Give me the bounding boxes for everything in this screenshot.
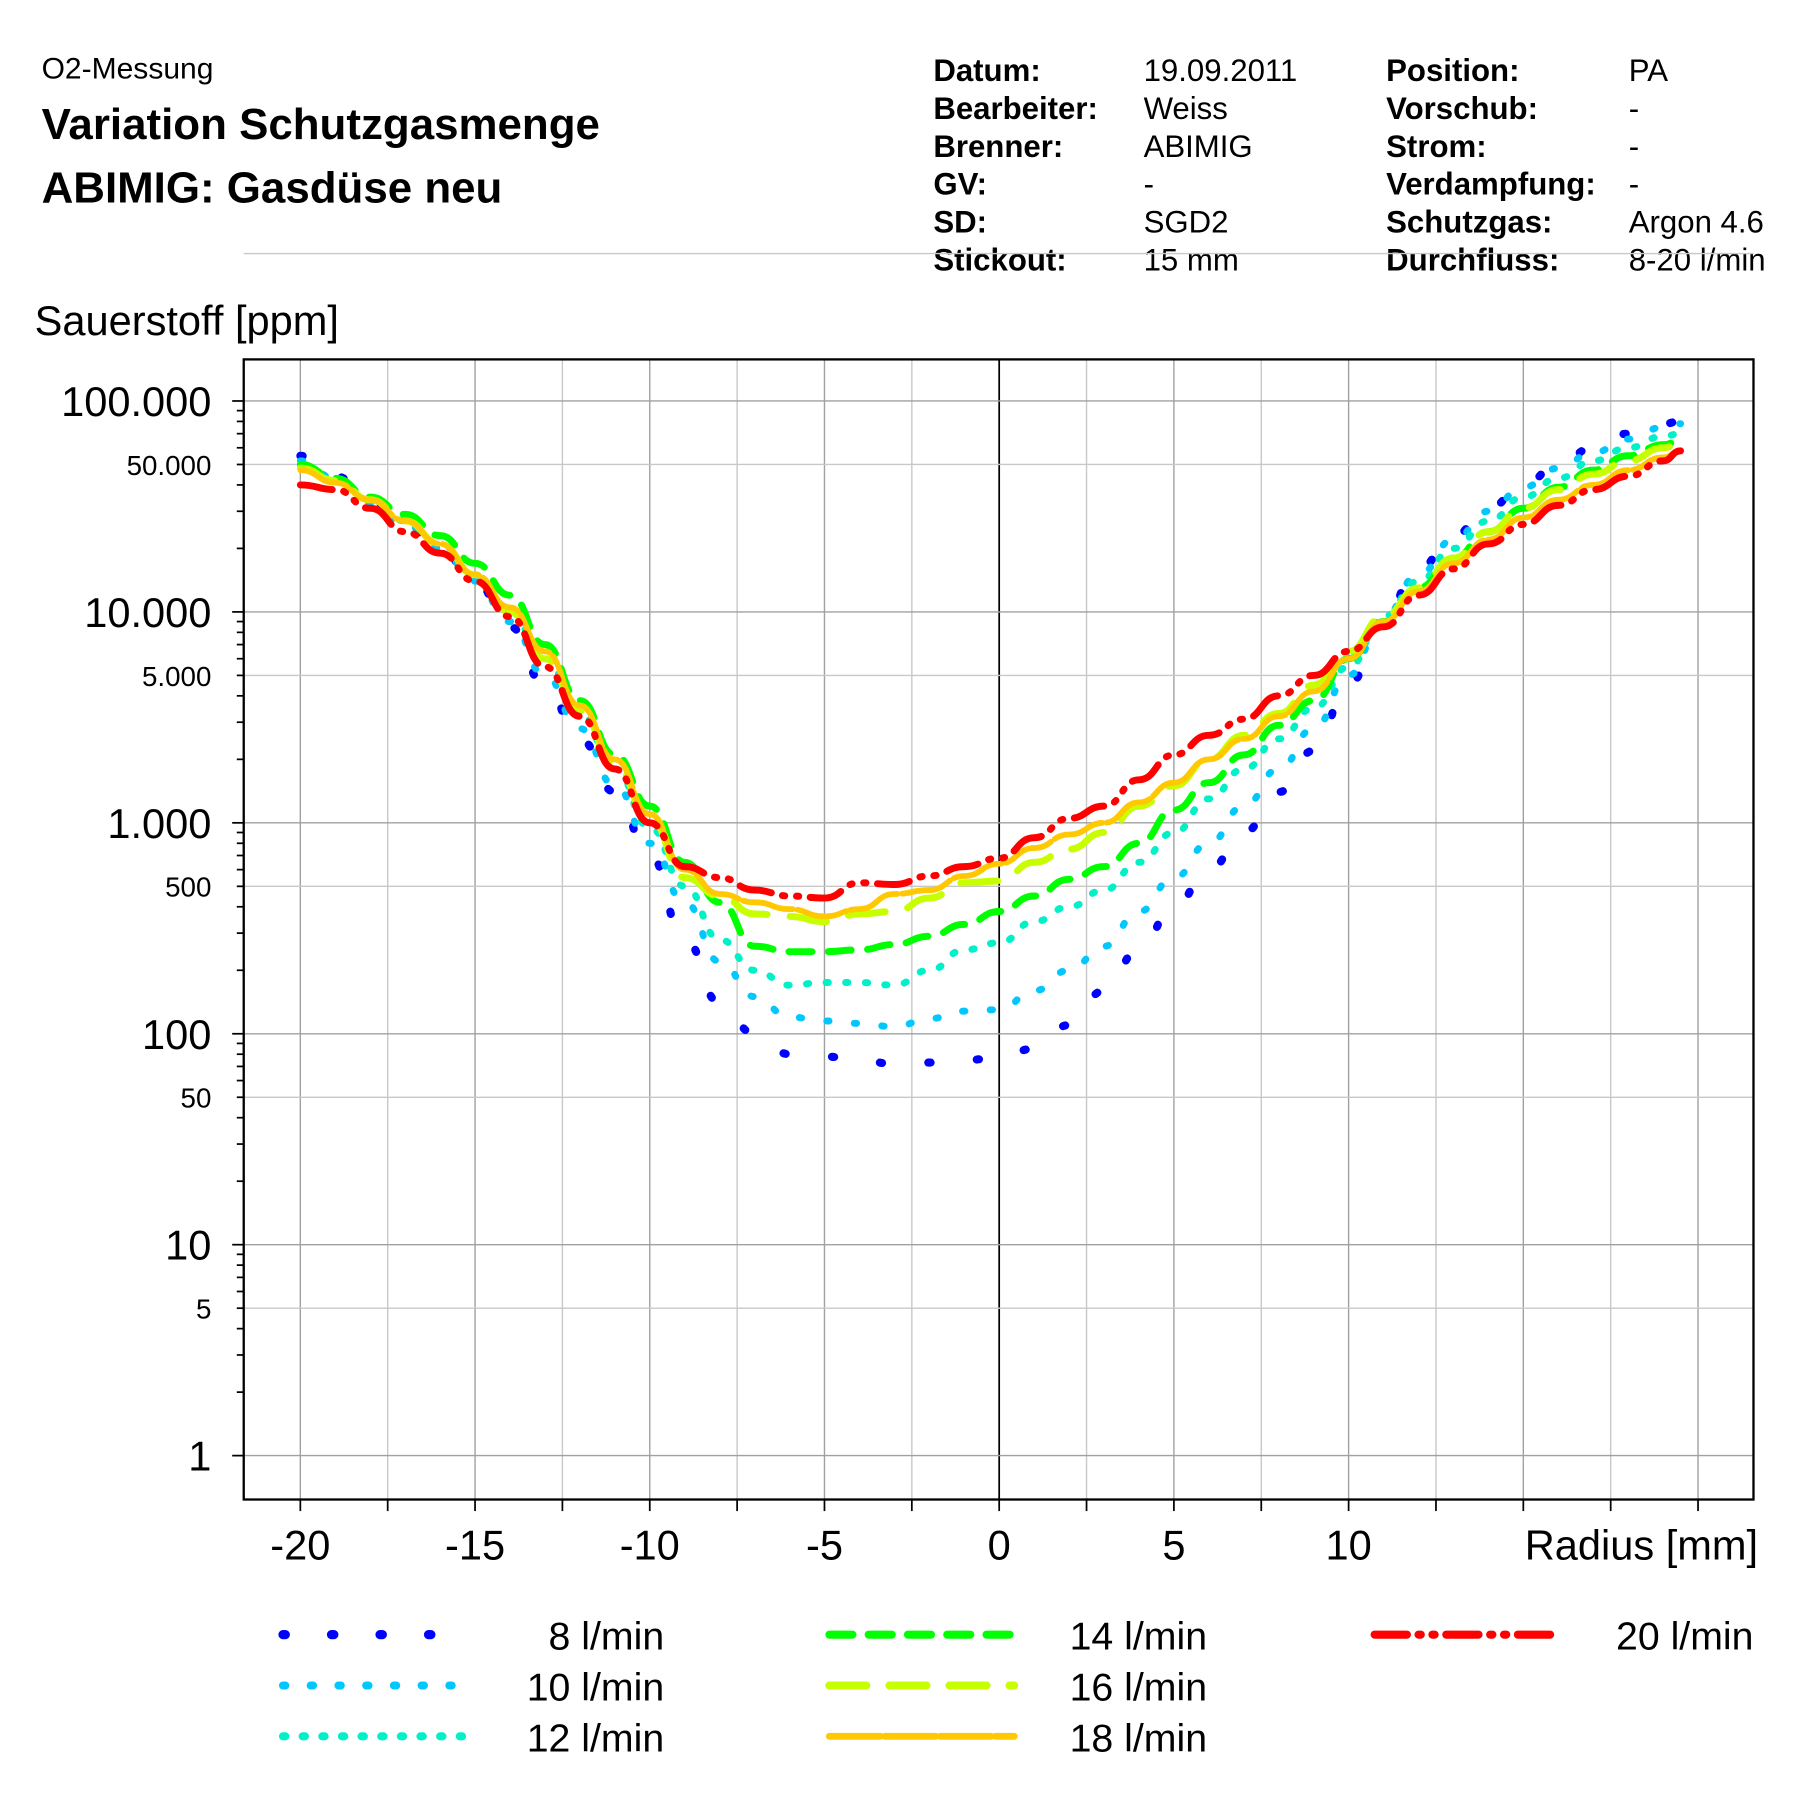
info-label: GV:: [933, 167, 987, 202]
info-value: -: [1629, 167, 1639, 202]
x-tick-label: -20: [270, 1522, 330, 1569]
info-value: -: [1629, 129, 1639, 164]
overline: O2-Messung: [42, 53, 214, 86]
axis-ticks: 1101001.00010.000100.0005505005.00050.00…: [61, 378, 1699, 1569]
info-label: Datum:: [933, 53, 1040, 88]
info-label: SD:: [933, 205, 987, 240]
info-value: Weiss: [1144, 91, 1228, 126]
x-tick-label: -10: [620, 1522, 680, 1569]
info-value: 19.09.2011: [1144, 53, 1298, 88]
info-value: -: [1144, 167, 1154, 202]
y-tick-label-minor: 500: [165, 872, 211, 903]
x-tick-label: 10: [1325, 1522, 1371, 1569]
x-tick-label: 5: [1162, 1522, 1185, 1569]
y-tick-label-minor: 5.000: [142, 661, 211, 692]
series-line-20-lmin: [296, 447, 1685, 902]
y-tick-label: 1: [188, 1433, 211, 1480]
legend-label: 16 l/min: [1070, 1666, 1208, 1710]
info-value: 8-20 l/min: [1629, 242, 1766, 277]
info-label: Vorschub:: [1386, 91, 1538, 126]
y-tick-label-minor: 5: [196, 1294, 211, 1325]
legend-label: 18 l/min: [1070, 1716, 1208, 1760]
info-label: Stickout:: [933, 242, 1066, 277]
gridlines: [243, 252, 1754, 1500]
info-value: SGD2: [1144, 205, 1229, 240]
info-label: Durchfluss:: [1386, 242, 1559, 277]
legend: 8 l/min 10 l/min 12 l/min 14 l/min 16 l/min 1…: [278, 1615, 1754, 1760]
legend-label: 8 l/min: [549, 1615, 665, 1659]
series-line-10-lmin: [296, 420, 1685, 1031]
info-label: Strom:: [1386, 129, 1486, 164]
x-tick-label: 0: [988, 1522, 1011, 1569]
y-tick-label: 100.000: [61, 378, 211, 425]
y-tick-label-minor: 50.000: [127, 450, 212, 481]
legend-label: 14 l/min: [1070, 1615, 1208, 1659]
info-label: Brenner:: [933, 129, 1063, 164]
y-tick-label: 10.000: [84, 589, 211, 636]
series-line-12-lmin: [296, 430, 1685, 989]
y-tick-label: 10: [165, 1222, 211, 1269]
y-tick-label: 100: [142, 1011, 211, 1058]
x-tick-label: -15: [445, 1522, 505, 1569]
x-tick-label: -5: [806, 1522, 843, 1569]
series-line-18-lmin: [297, 447, 1684, 920]
legend-label: 10 l/min: [527, 1666, 665, 1710]
y-tick-label-minor: 50: [181, 1083, 212, 1114]
info-value: PA: [1629, 53, 1668, 88]
info-value: Argon 4.6: [1629, 205, 1764, 240]
info-label: Position:: [1386, 53, 1519, 88]
x-axis-label: Radius [mm]: [1525, 1522, 1758, 1569]
info-table: Datum: 19.09.2011 Bearbeiter: Weiss Brenner:…: [933, 53, 1765, 277]
legend-label: 20 l/min: [1616, 1615, 1754, 1659]
series-lines: [296, 417, 1685, 1068]
y-axis-label: Sauerstoff [ppm]: [35, 297, 339, 344]
y-tick-label: 1.000: [107, 800, 211, 847]
title-line-1: Variation Schutzgasmenge: [42, 100, 600, 149]
info-label: Schutzgas:: [1386, 205, 1552, 240]
info-value: 15 mm: [1144, 242, 1239, 277]
legend-label: 12 l/min: [527, 1716, 665, 1760]
info-label: Bearbeiter:: [933, 91, 1098, 126]
info-value: ABIMIG: [1144, 129, 1253, 164]
title-line-2: ABIMIG: Gasdüse neu: [42, 163, 503, 212]
info-label: Verdampfung:: [1386, 167, 1596, 202]
info-value: -: [1629, 91, 1639, 126]
